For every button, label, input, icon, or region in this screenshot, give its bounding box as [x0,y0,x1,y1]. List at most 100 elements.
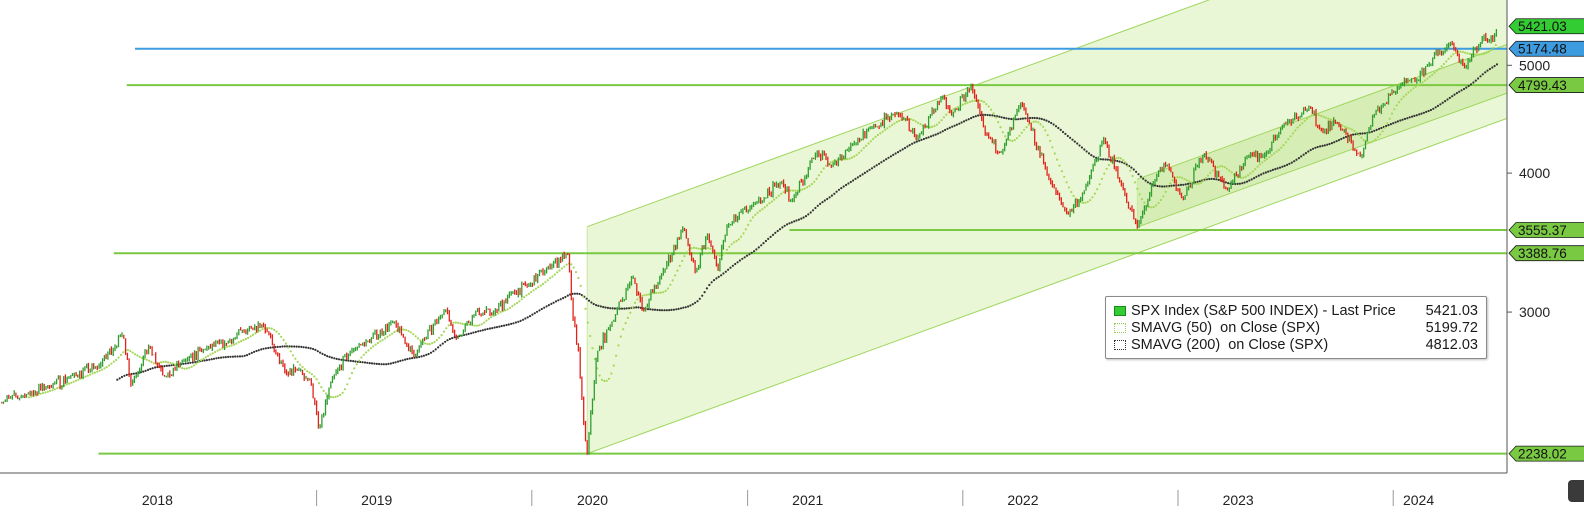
sma200-point [1090,154,1093,157]
sma200-point [375,362,378,365]
sma50-point [70,381,73,384]
sma50-point [758,209,762,212]
sma50-point [126,348,129,352]
sma50-point [525,294,528,297]
sma50-point [414,335,417,338]
sma50-point [551,275,554,278]
sma50-point [1280,146,1283,149]
sma50-point [683,255,686,258]
sma200-point [1217,178,1220,181]
sma50-point [200,359,203,362]
sma200-point [1061,130,1065,134]
sma50-point [1402,95,1405,98]
sma200-point [1243,181,1246,184]
sma50-point [1195,182,1198,185]
sma50-point [1367,141,1370,144]
level-labels: 5421.03 5174.48 4799.43 3555.37 3388.76 2238.… [1508,18,1584,462]
sma200-point [1260,173,1263,176]
sma200-point [536,310,539,313]
sma50-point [435,339,438,342]
chart-options-button[interactable] [1568,480,1584,502]
sma200-point [939,131,942,134]
trend-channel-lower-1 [1137,92,1508,228]
sma50-point [596,367,599,370]
sma50-point [166,361,170,364]
sma200-point [498,325,501,328]
sma50-point [112,360,115,363]
sma50-point [141,357,144,360]
legend-item-price: SPX Index (S&P 500 INDEX) - Last Price 5… [1114,302,1478,319]
sma50-point [544,281,547,284]
sma50-point [1105,167,1108,170]
sma50-point [1414,85,1417,88]
sma50-point [728,245,731,248]
sma200-point [1436,104,1440,107]
trend-channel-fill-0 [587,0,1507,454]
sma200-point [1236,182,1239,185]
sma50-point [1294,129,1297,132]
sma50-point [202,357,205,360]
sma50-point [1051,146,1054,149]
sma200-point [373,362,376,365]
sma200-point [495,326,499,329]
sma50-point [1478,53,1481,56]
sma200-point [281,345,284,348]
sma200-point [1087,152,1091,155]
sma50-point [100,368,104,371]
sma200-point [335,357,338,360]
sma200-point [1462,87,1466,91]
legend-label: SMAVG (50) on Close (SPX) [1131,319,1321,336]
sma50-point [294,357,297,360]
sma200-point [1262,172,1265,175]
sma50-point [1360,136,1363,139]
sma200-point [255,349,258,353]
sma200-point [1238,182,1241,185]
sma200-point [1363,132,1366,135]
sma50-point [867,142,870,145]
sma200-point [1361,132,1364,135]
sma200-point [1425,110,1428,113]
sma50-point [1386,122,1389,125]
sma200-point [1330,142,1333,145]
sma50-point [666,287,670,290]
sma50-point [1086,200,1089,203]
sma200-point [297,345,300,348]
sma200-point [528,315,532,318]
sma50-point [379,340,382,343]
sma200-point [863,171,867,174]
sma50-point [353,367,356,370]
sma50-point [1447,57,1450,60]
sma200-point [1271,168,1274,171]
sma50-point [129,349,132,353]
sma200-point [769,235,772,238]
sma50-point [586,321,589,324]
sma200-point [154,366,157,369]
sma50-point [1107,163,1111,167]
sma200-point [590,301,593,304]
sma50-point [1317,114,1320,117]
sma50-point [935,123,939,126]
sma50-point [1207,174,1210,177]
sma50-point [1171,179,1174,182]
sma50-point [1251,170,1254,173]
sma50-point [919,122,922,126]
sma200-point [189,361,192,364]
sma50-point [1011,139,1014,142]
sma200-point [1227,182,1230,185]
sma200-point [168,364,171,367]
sma200-point [260,348,263,351]
sma50-point [145,358,148,361]
sma200-point [745,254,749,257]
sma200-point [512,322,515,325]
sma50-point [681,259,684,262]
sma50-point [1306,117,1309,120]
sma50-point [1124,161,1127,164]
sma200-point [1161,185,1164,188]
sma50-point [1398,101,1401,104]
sma50-point [874,135,877,138]
sma50-point [791,189,795,192]
sma200-point [882,159,885,162]
sma50-point [485,319,488,322]
sma50-point [942,116,946,119]
sma50-point [1310,114,1313,117]
